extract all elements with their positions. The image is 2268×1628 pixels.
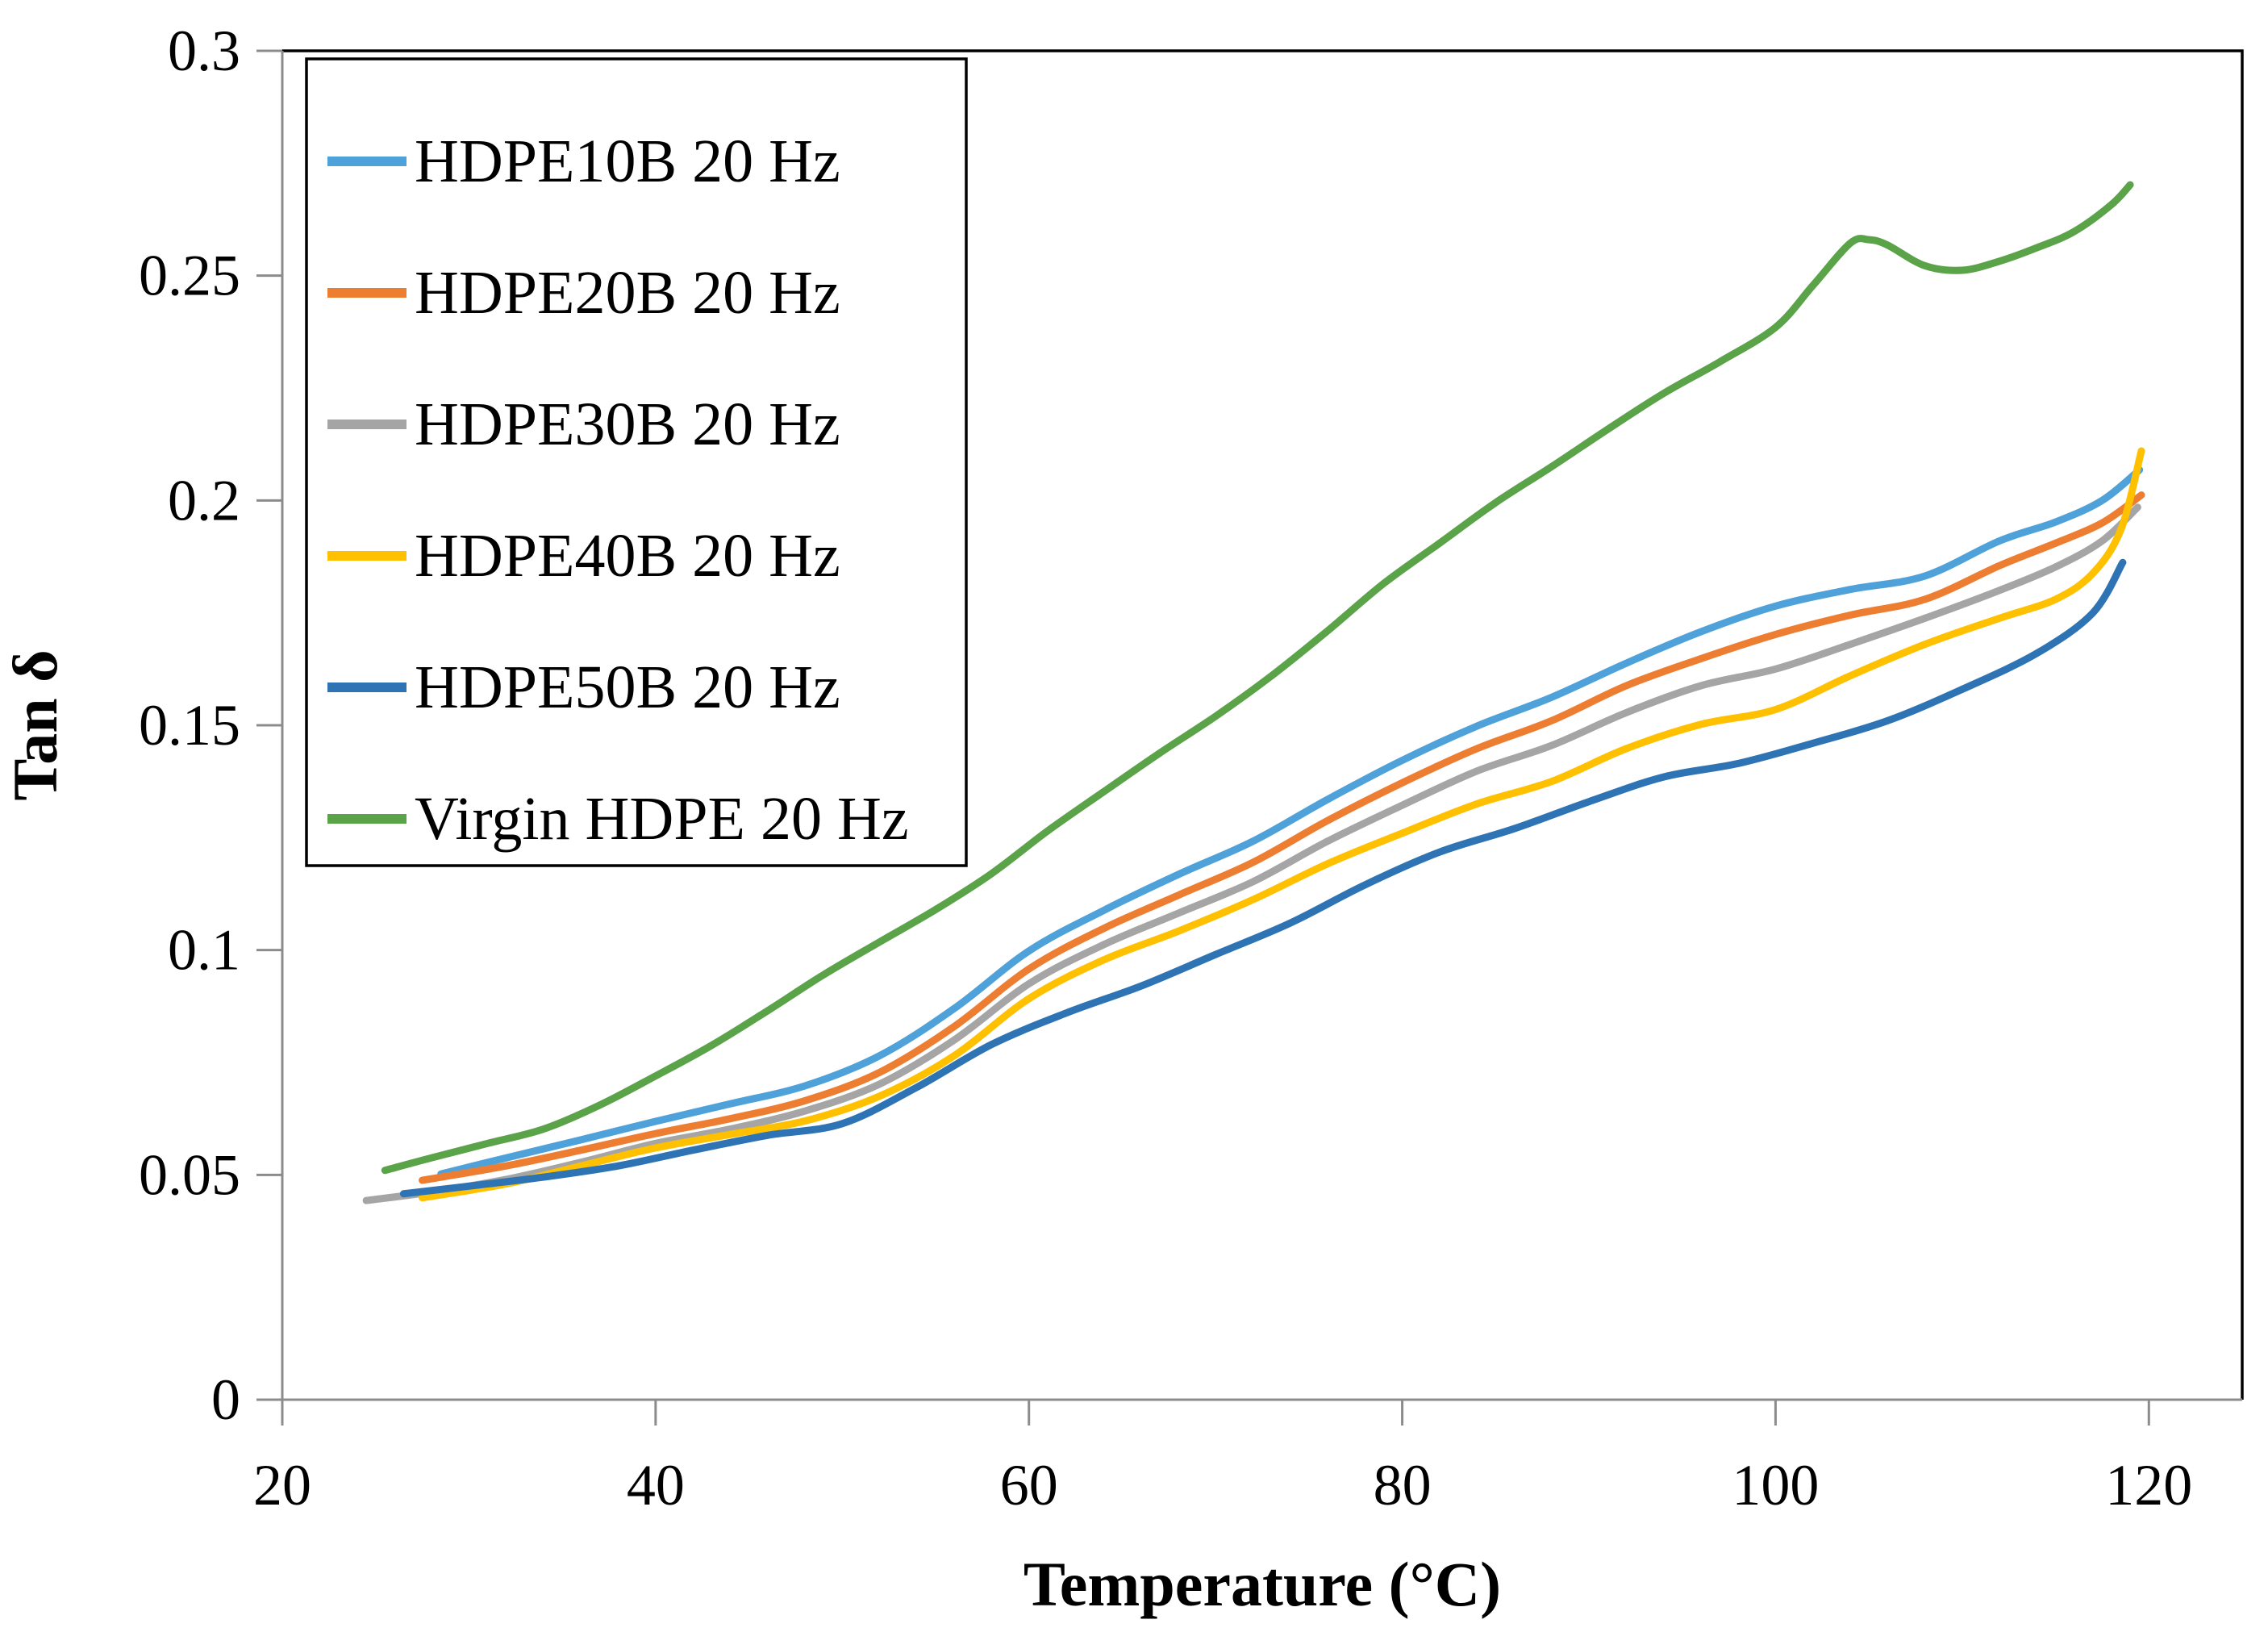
legend-box <box>305 57 968 867</box>
legend-label-1: HDPE10B 20 Hz <box>415 127 840 195</box>
series-line-hdpe30b-20-hz <box>362 503 2141 1204</box>
series-line-virgin-hdpe-20-hz <box>381 181 2134 1175</box>
y-tick-label: 0.1 <box>168 918 240 983</box>
legend-label-5: HDPE50B 20 Hz <box>415 653 840 721</box>
y-tick-label: 0.2 <box>168 468 240 532</box>
x-axis-title: Temperature (°C) <box>1024 1549 1501 1619</box>
y-tick-label: 0 <box>211 1367 240 1432</box>
plot-frame-top-right <box>282 49 2244 1400</box>
y-tick-label: 0.3 <box>168 19 240 83</box>
x-tick-label: 120 <box>2105 1453 2192 1517</box>
legend-label-4: HDPE40B 20 Hz <box>415 522 840 590</box>
y-tick-label: 0.15 <box>139 693 240 758</box>
legend: HDPE10B 20 Hz HDPE20B 20 Hz HDPE30B 20 Hz H… <box>305 57 968 867</box>
plot-frame <box>281 49 2244 1401</box>
series-line-hdpe50b-20-hz <box>399 558 2127 1198</box>
axis-ticks: 0 0.05 0.1 0.15 0.2 0.25 0.3 20 40 60 80 100 120 <box>139 19 2192 1517</box>
series-line-hdpe40b-20-hz <box>419 447 2145 1202</box>
y-axis-title: Tan δ <box>0 649 70 800</box>
x-tick-label: 60 <box>1000 1453 1058 1517</box>
series-lines <box>362 181 2145 1204</box>
x-tick-label: 40 <box>627 1453 685 1517</box>
x-tick-label: 20 <box>253 1453 311 1517</box>
series-line-hdpe20b-20-hz <box>419 491 2145 1184</box>
legend-label-6: Virgin HDPE 20 Hz <box>415 785 909 853</box>
y-tick-label: 0.25 <box>139 244 240 308</box>
y-tick-label: 0.05 <box>139 1142 240 1207</box>
legend-label-2: HDPE20B 20 Hz <box>415 259 840 327</box>
x-tick-label: 80 <box>1374 1453 1432 1517</box>
series-line-hdpe10b-20-hz <box>437 465 2144 1178</box>
legend-label-3: HDPE30B 20 Hz <box>415 390 840 458</box>
x-tick-label: 100 <box>1732 1453 1819 1517</box>
